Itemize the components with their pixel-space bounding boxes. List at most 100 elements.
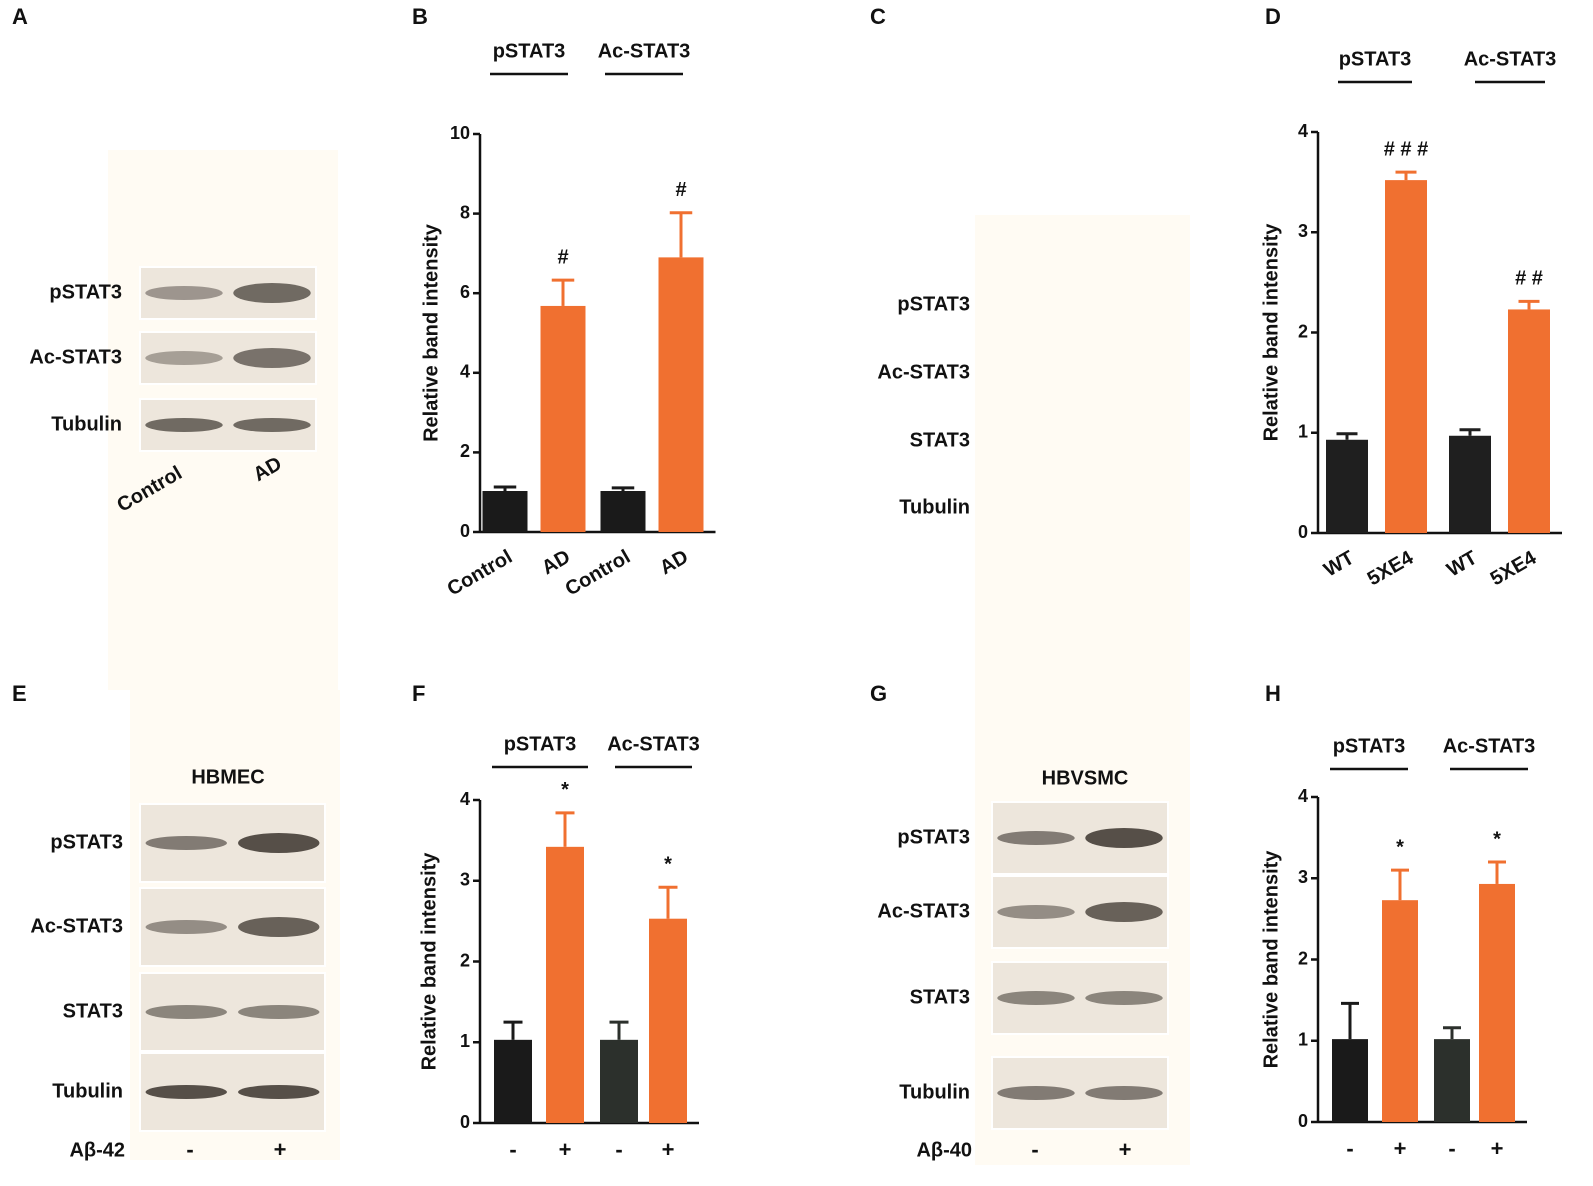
bar bbox=[600, 491, 646, 532]
y-tick-label: 8 bbox=[460, 202, 470, 222]
blot-row-label: Tubulin bbox=[899, 496, 970, 518]
y-tick-label: 4 bbox=[1298, 786, 1308, 806]
group-label: pSTAT3 bbox=[493, 40, 566, 62]
blot-band bbox=[997, 991, 1075, 1005]
panel-label: A bbox=[12, 4, 28, 29]
blot-band bbox=[233, 283, 311, 303]
blot-band bbox=[238, 1085, 320, 1099]
blot-band bbox=[145, 920, 227, 934]
lane-label: + bbox=[274, 1137, 287, 1162]
y-tick-label: 3 bbox=[1298, 867, 1308, 887]
significance-label: # bbox=[557, 246, 568, 268]
treatment-label: Aβ-42 bbox=[69, 1139, 125, 1161]
blot-row-label: Ac-STAT3 bbox=[29, 346, 122, 368]
bar bbox=[600, 1039, 638, 1123]
x-tick-label: - bbox=[1448, 1136, 1455, 1161]
bar bbox=[494, 1039, 532, 1123]
y-tick-label: 2 bbox=[1298, 948, 1308, 968]
y-tick-label: 0 bbox=[460, 1112, 470, 1132]
y-axis-label: Relative band intensity bbox=[1260, 850, 1282, 1069]
y-tick-label: 2 bbox=[460, 950, 470, 970]
group-label: pSTAT3 bbox=[504, 733, 577, 755]
blot-row-label: STAT3 bbox=[910, 986, 970, 1008]
group-label: Ac-STAT3 bbox=[1443, 735, 1536, 757]
blot-band bbox=[1085, 902, 1163, 922]
bar bbox=[1382, 900, 1418, 1122]
panel-label: E bbox=[12, 681, 27, 706]
significance-label: * bbox=[664, 853, 672, 875]
group-label: Ac-STAT3 bbox=[1464, 48, 1557, 70]
x-tick-label: + bbox=[1394, 1136, 1407, 1161]
blot-row-label: pSTAT3 bbox=[49, 281, 122, 303]
y-tick-label: 0 bbox=[1298, 1111, 1308, 1131]
blot-band bbox=[1085, 991, 1163, 1005]
bar bbox=[482, 491, 528, 532]
y-tick-label: 0 bbox=[1298, 522, 1308, 542]
y-axis-label: Relative band intensity bbox=[420, 223, 442, 442]
significance-label: # # # bbox=[1384, 138, 1428, 160]
blot-band bbox=[145, 836, 227, 850]
significance-label: # # bbox=[1515, 268, 1543, 290]
y-tick-label: 4 bbox=[1298, 121, 1308, 141]
bar bbox=[1326, 439, 1368, 533]
blot-row-label: Ac-STAT3 bbox=[877, 361, 970, 383]
bar bbox=[1479, 883, 1515, 1122]
blot-band bbox=[145, 286, 223, 300]
x-tick-label: + bbox=[559, 1137, 572, 1162]
blot-row-label: Ac-STAT3 bbox=[30, 915, 123, 937]
y-tick-label: 6 bbox=[460, 282, 470, 302]
bar bbox=[546, 846, 584, 1123]
y-tick-label: 4 bbox=[460, 789, 470, 809]
bar bbox=[658, 257, 704, 532]
y-tick-label: 1 bbox=[460, 1031, 470, 1051]
lane-label: + bbox=[1119, 1137, 1132, 1162]
panel-label: G bbox=[870, 681, 887, 706]
blot-row-label: pSTAT3 bbox=[897, 826, 970, 848]
y-tick-label: 1 bbox=[1298, 1030, 1308, 1050]
bar bbox=[1434, 1039, 1470, 1122]
y-tick-label: 2 bbox=[1298, 321, 1308, 341]
significance-label: * bbox=[1493, 828, 1501, 850]
x-tick-label: Control bbox=[562, 546, 635, 601]
blot-band bbox=[997, 1086, 1075, 1100]
panel-label: C bbox=[870, 4, 886, 29]
y-tick-label: 3 bbox=[1298, 221, 1308, 241]
y-tick-label: 0 bbox=[460, 521, 470, 541]
x-tick-label: 5XE4 bbox=[1364, 546, 1418, 590]
treatment-label: Aβ-40 bbox=[916, 1139, 972, 1161]
x-tick-label: - bbox=[1346, 1136, 1353, 1161]
x-tick-label: + bbox=[1491, 1136, 1504, 1161]
group-label: Ac-STAT3 bbox=[598, 40, 691, 62]
y-tick-label: 2 bbox=[460, 441, 470, 461]
blot-band bbox=[997, 905, 1075, 919]
significance-label: * bbox=[561, 779, 569, 801]
blot-row-label: STAT3 bbox=[63, 1000, 123, 1022]
blot-band bbox=[233, 348, 311, 368]
blot-band bbox=[145, 1005, 227, 1019]
bar bbox=[649, 918, 687, 1123]
bar bbox=[1508, 309, 1550, 533]
bar bbox=[1332, 1039, 1368, 1122]
lane-label: - bbox=[1031, 1137, 1038, 1162]
y-tick-label: 1 bbox=[1298, 422, 1308, 442]
blot-row-label: Tubulin bbox=[899, 1081, 970, 1103]
blot-row-label: pSTAT3 bbox=[50, 831, 123, 853]
bar bbox=[1449, 435, 1491, 533]
significance-label: # bbox=[675, 179, 686, 201]
significance-label: * bbox=[1396, 836, 1404, 858]
blot-row-label: Tubulin bbox=[51, 413, 122, 435]
x-tick-label: AD bbox=[656, 546, 692, 579]
panel-label: B bbox=[412, 4, 428, 29]
blot-row-label: Tubulin bbox=[52, 1080, 123, 1102]
group-label: pSTAT3 bbox=[1333, 735, 1406, 757]
blot-band bbox=[238, 1005, 320, 1019]
blot-band bbox=[233, 418, 311, 432]
group-label: pSTAT3 bbox=[1339, 48, 1412, 70]
blot-row-label: STAT3 bbox=[910, 429, 970, 451]
panel-label: D bbox=[1265, 4, 1281, 29]
blot-row-label: Ac-STAT3 bbox=[877, 900, 970, 922]
x-tick-label: - bbox=[509, 1137, 516, 1162]
x-tick-label: 5XE4 bbox=[1487, 546, 1541, 590]
blot-band bbox=[145, 351, 223, 365]
